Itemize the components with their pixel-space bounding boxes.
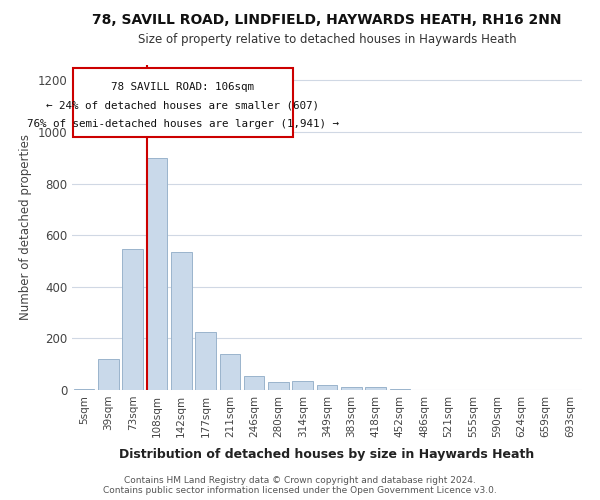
Text: ← 24% of detached houses are smaller (607): ← 24% of detached houses are smaller (60…	[46, 101, 319, 111]
Text: 78, SAVILL ROAD, LINDFIELD, HAYWARDS HEATH, RH16 2NN: 78, SAVILL ROAD, LINDFIELD, HAYWARDS HEA…	[92, 12, 562, 26]
Bar	[317, 385, 337, 390]
Bar	[341, 388, 362, 390]
Bar	[146, 158, 167, 390]
X-axis label: Distribution of detached houses by size in Haywards Heath: Distribution of detached houses by size …	[119, 448, 535, 461]
Bar	[389, 388, 410, 390]
Bar	[268, 382, 289, 390]
FancyBboxPatch shape	[73, 68, 293, 136]
Text: Size of property relative to detached houses in Haywards Heath: Size of property relative to detached ho…	[137, 32, 517, 46]
Bar	[244, 376, 265, 390]
Text: Contains HM Land Registry data © Crown copyright and database right 2024.: Contains HM Land Registry data © Crown c…	[124, 476, 476, 485]
Bar	[292, 381, 313, 390]
Bar	[195, 332, 216, 390]
Bar	[98, 359, 119, 390]
Y-axis label: Number of detached properties: Number of detached properties	[19, 134, 32, 320]
Bar	[365, 388, 386, 390]
Text: Contains public sector information licensed under the Open Government Licence v3: Contains public sector information licen…	[103, 486, 497, 495]
Bar	[220, 354, 240, 390]
Text: 78 SAVILL ROAD: 106sqm: 78 SAVILL ROAD: 106sqm	[112, 82, 254, 92]
Text: 76% of semi-detached houses are larger (1,941) →: 76% of semi-detached houses are larger (…	[27, 120, 339, 130]
Bar	[122, 250, 143, 390]
Bar	[171, 252, 191, 390]
Bar	[74, 388, 94, 390]
